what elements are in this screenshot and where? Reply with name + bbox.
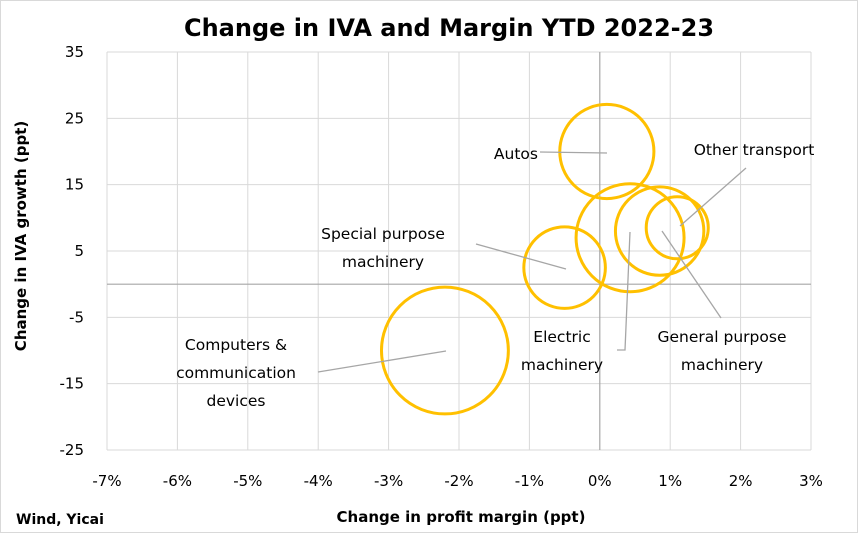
x-tick-label: -7% xyxy=(92,472,121,490)
leader-line xyxy=(661,230,722,319)
point-label: Other transport xyxy=(694,141,815,159)
grid-lines xyxy=(106,51,812,451)
bubble xyxy=(379,285,510,416)
bubble xyxy=(644,195,710,261)
x-tick-label: -1% xyxy=(515,472,544,490)
y-axis-title: Change in IVA growth (ppt) xyxy=(12,121,30,351)
x-tick-label: 2% xyxy=(729,472,753,490)
leader-line xyxy=(475,243,567,270)
y-tick-label: 15 xyxy=(65,176,84,194)
point-label: Special purpose xyxy=(321,225,445,243)
leader-line xyxy=(679,167,747,227)
y-tick-label: -5 xyxy=(69,308,84,326)
bubbles xyxy=(379,102,710,416)
leader-lines xyxy=(317,151,747,373)
point-label: machinery xyxy=(681,356,763,374)
x-tick-label: 1% xyxy=(658,472,682,490)
x-tick-label: 3% xyxy=(799,472,823,490)
bubble xyxy=(522,225,607,310)
tick-labels: -7% -6% -5% -4% -3% -2% -1% 0% 1% 2% 3% 35 25 15 5 -5 -1… xyxy=(60,43,823,490)
chart-title: Change in IVA and Margin YTD 2022-23 xyxy=(184,14,714,42)
bubble xyxy=(558,102,656,201)
bubble xyxy=(613,185,706,277)
y-tick-label: -25 xyxy=(60,441,85,459)
point-labels: Autos Other transport Special purpose machi… xyxy=(176,141,814,410)
y-tick-label: -15 xyxy=(60,375,85,393)
x-tick-label: -2% xyxy=(444,472,473,490)
x-tick-label: -3% xyxy=(374,472,403,490)
y-tick-label: 5 xyxy=(74,242,84,260)
bubble xyxy=(574,182,686,294)
point-label: machinery xyxy=(342,253,424,271)
x-tick-label: -4% xyxy=(304,472,333,490)
x-tick-label: -5% xyxy=(233,472,262,490)
point-label: Autos xyxy=(494,145,538,163)
point-label: Electric xyxy=(533,328,590,346)
y-tick-label: 35 xyxy=(65,43,84,61)
x-tick-label: 0% xyxy=(588,472,612,490)
point-label: General purpose xyxy=(658,328,787,346)
point-label: communication xyxy=(176,364,296,382)
axes xyxy=(107,52,811,450)
point-label: machinery xyxy=(521,356,603,374)
source-note: Wind, Yicai xyxy=(16,512,104,528)
point-label: Computers & xyxy=(185,336,287,354)
leader-line xyxy=(539,151,608,154)
leader-line xyxy=(317,350,447,373)
x-tick-label: -6% xyxy=(163,472,192,490)
y-tick-label: 25 xyxy=(65,109,84,127)
point-label: devices xyxy=(207,392,266,410)
leader-line xyxy=(617,231,631,351)
x-axis-title: Change in profit margin (ppt) xyxy=(337,508,586,526)
